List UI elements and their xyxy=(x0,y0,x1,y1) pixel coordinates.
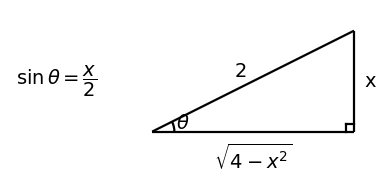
Text: $\theta$: $\theta$ xyxy=(176,114,189,133)
Text: $\sqrt{4-x^2}$: $\sqrt{4-x^2}$ xyxy=(214,144,292,174)
Text: $\sin\theta = \dfrac{x}{2}$: $\sin\theta = \dfrac{x}{2}$ xyxy=(16,64,97,99)
Text: 2: 2 xyxy=(235,62,247,81)
Text: x: x xyxy=(364,72,376,91)
